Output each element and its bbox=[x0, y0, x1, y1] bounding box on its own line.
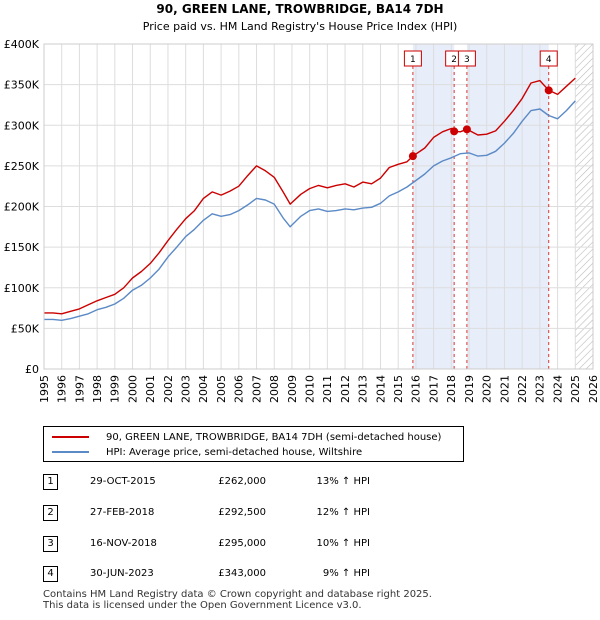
plot-frame bbox=[43, 43, 594, 370]
sale-label: 3 bbox=[464, 55, 470, 65]
x-tick-label: 2010 bbox=[303, 375, 316, 403]
x-tick-label: 2023 bbox=[534, 375, 547, 403]
hpi-line bbox=[44, 100, 576, 321]
y-tick-label: £350K bbox=[4, 79, 40, 92]
transaction-date: 16-NOV-2018 bbox=[90, 538, 157, 549]
x-tick-label: 2008 bbox=[268, 375, 281, 403]
y-tick-label: £200K bbox=[4, 201, 40, 214]
sale-point bbox=[462, 125, 471, 134]
transaction-number: 3 bbox=[43, 536, 58, 552]
sale-label-box bbox=[403, 50, 422, 67]
sale-label: 1 bbox=[410, 55, 416, 65]
transaction-row: 4 30-JUN-2023 £343,000 9% ↑ HPI bbox=[0, 566, 600, 586]
transaction-date: 29-OCT-2015 bbox=[90, 476, 156, 487]
x-tick-label: 2017 bbox=[427, 375, 440, 403]
x-tick-label: 2006 bbox=[233, 375, 246, 403]
chart-title: 90, GREEN LANE, TROWBRIDGE, BA14 7DH bbox=[156, 2, 443, 16]
legend-label-property: 90, GREEN LANE, TROWBRIDGE, BA14 7DH (se… bbox=[106, 431, 442, 443]
transaction-date: 27-FEB-2018 bbox=[90, 507, 155, 518]
y-tick-label: £400K bbox=[4, 38, 40, 51]
chart-legend: 90, GREEN LANE, TROWBRIDGE, BA14 7DH (se… bbox=[43, 426, 464, 462]
x-tick-label: 2026 bbox=[587, 375, 600, 403]
property-price-line bbox=[44, 77, 576, 315]
x-tick-label: 1998 bbox=[91, 375, 104, 403]
transaction-date: 30-JUN-2023 bbox=[90, 568, 154, 579]
x-tick-label: 1999 bbox=[109, 375, 122, 403]
x-tick-label: 2004 bbox=[197, 375, 210, 403]
transaction-hpi-diff: 13% ↑ HPI bbox=[316, 476, 370, 487]
transaction-price: £292,500 bbox=[218, 507, 266, 518]
sale-label: 2 bbox=[451, 55, 457, 65]
transaction-price: £262,000 bbox=[218, 476, 266, 487]
transaction-hpi-diff: 12% ↑ HPI bbox=[316, 507, 370, 518]
x-tick-label: 2009 bbox=[286, 375, 299, 403]
x-tick-label: 1996 bbox=[56, 375, 69, 403]
x-tick-label: 2002 bbox=[162, 375, 175, 403]
x-tick-label: 2000 bbox=[126, 375, 139, 403]
x-tick-label: 2011 bbox=[321, 375, 334, 403]
legend-label-hpi: HPI: Average price, semi-detached house,… bbox=[106, 446, 363, 458]
x-tick-label: 1997 bbox=[73, 375, 86, 403]
x-tick-label: 2016 bbox=[410, 375, 423, 403]
transaction-row: 2 27-FEB-2018 £292,500 12% ↑ HPI bbox=[0, 505, 600, 525]
x-tick-label: 2022 bbox=[516, 375, 529, 403]
x-tick-label: 2015 bbox=[392, 375, 405, 403]
x-tick-label: 2019 bbox=[463, 375, 476, 403]
x-tick-label: 2025 bbox=[569, 375, 582, 403]
y-tick-label: £50K bbox=[11, 322, 40, 335]
license-line: This data is licensed under the Open Gov… bbox=[43, 600, 362, 611]
sale-label-box bbox=[539, 50, 558, 67]
y-tick-label: £150K bbox=[4, 241, 40, 254]
x-tick-label: 2020 bbox=[481, 375, 494, 403]
chart-subtitle: Price paid vs. HM Land Registry's House … bbox=[143, 20, 458, 33]
sale-label-box bbox=[457, 50, 476, 67]
transaction-hpi-diff: 10% ↑ HPI bbox=[316, 538, 370, 549]
legend-item-property: 90, GREEN LANE, TROWBRIDGE, BA14 7DH (se… bbox=[52, 429, 441, 445]
y-tick-label: £0 bbox=[25, 363, 39, 376]
transaction-price: £295,000 bbox=[218, 538, 266, 549]
attribution-line: Contains HM Land Registry data © Crown c… bbox=[43, 589, 432, 600]
transaction-number: 4 bbox=[43, 566, 58, 582]
sale-point bbox=[408, 152, 417, 161]
y-tick-label: £300K bbox=[4, 119, 40, 132]
y-tick-label: £250K bbox=[4, 160, 40, 173]
x-tick-label: 2005 bbox=[215, 375, 228, 403]
sale-point bbox=[450, 127, 459, 136]
legend-swatch-property bbox=[52, 436, 89, 438]
transaction-row: 3 16-NOV-2018 £295,000 10% ↑ HPI bbox=[0, 536, 600, 556]
x-tick-label: 2013 bbox=[357, 375, 370, 403]
x-tick-label: 2018 bbox=[445, 375, 458, 403]
legend-swatch-hpi bbox=[52, 451, 89, 453]
transaction-row: 1 29-OCT-2015 £262,000 13% ↑ HPI bbox=[0, 474, 600, 494]
attribution-footer: Contains HM Land Registry data © Crown c… bbox=[43, 589, 432, 611]
x-tick-label: 2007 bbox=[250, 375, 263, 403]
price-chart: 90, GREEN LANE, TROWBRIDGE, BA14 7DH Pri… bbox=[4, 2, 600, 403]
transaction-price: £343,000 bbox=[218, 568, 266, 579]
y-tick-label: £100K bbox=[4, 282, 40, 295]
sale-label: 4 bbox=[546, 55, 552, 65]
x-tick-label: 2021 bbox=[498, 375, 511, 403]
transaction-number: 2 bbox=[43, 505, 58, 521]
x-tick-label: 2014 bbox=[374, 375, 387, 403]
x-tick-label: 2012 bbox=[339, 375, 352, 403]
x-tick-label: 1995 bbox=[38, 375, 51, 403]
sale-point bbox=[544, 86, 553, 95]
x-tick-label: 2024 bbox=[551, 375, 564, 403]
transaction-number: 1 bbox=[43, 474, 58, 490]
x-tick-label: 2003 bbox=[180, 375, 193, 403]
legend-item-hpi: HPI: Average price, semi-detached house,… bbox=[52, 444, 362, 460]
x-tick-label: 2001 bbox=[144, 375, 157, 403]
transaction-hpi-diff: 9% ↑ HPI bbox=[322, 568, 370, 579]
